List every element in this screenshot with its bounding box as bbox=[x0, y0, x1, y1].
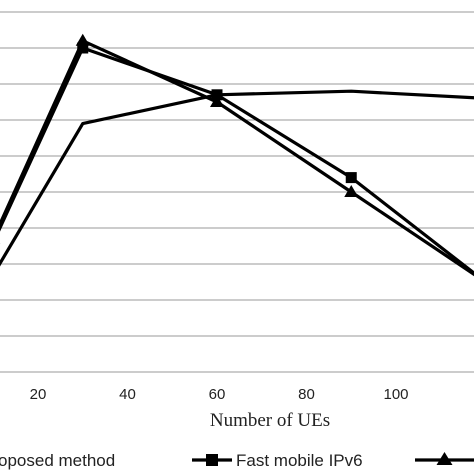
x-tick-label: 100 bbox=[383, 386, 408, 403]
data-point-triangle bbox=[75, 33, 90, 46]
x-tick-label: 20 bbox=[30, 386, 47, 403]
data-point-square bbox=[211, 89, 223, 101]
series-group bbox=[0, 33, 474, 277]
legend-label: oposed method bbox=[0, 451, 115, 470]
series-line-1 bbox=[0, 89, 474, 267]
gridlines bbox=[0, 11, 474, 373]
x-tick-label: 60 bbox=[209, 386, 226, 403]
data-point-triangle bbox=[344, 185, 359, 197]
legend-label: Fast mobile IPv6 bbox=[236, 451, 363, 470]
series-line-2 bbox=[0, 46, 474, 276]
legend-square-marker bbox=[206, 454, 218, 466]
data-point-triangle bbox=[210, 95, 224, 107]
legend: oposed method Fast mobile IPv6 bbox=[0, 451, 474, 470]
x-axis-title: Number of UEs bbox=[210, 410, 330, 431]
legend-triangle-marker bbox=[436, 452, 453, 465]
x-tick-label: 80 bbox=[298, 386, 315, 403]
x-axis: 20 40 60 80 100 bbox=[30, 386, 409, 403]
data-point-square bbox=[77, 42, 89, 54]
data-point-square bbox=[345, 172, 357, 184]
x-tick-label: 40 bbox=[119, 386, 136, 403]
